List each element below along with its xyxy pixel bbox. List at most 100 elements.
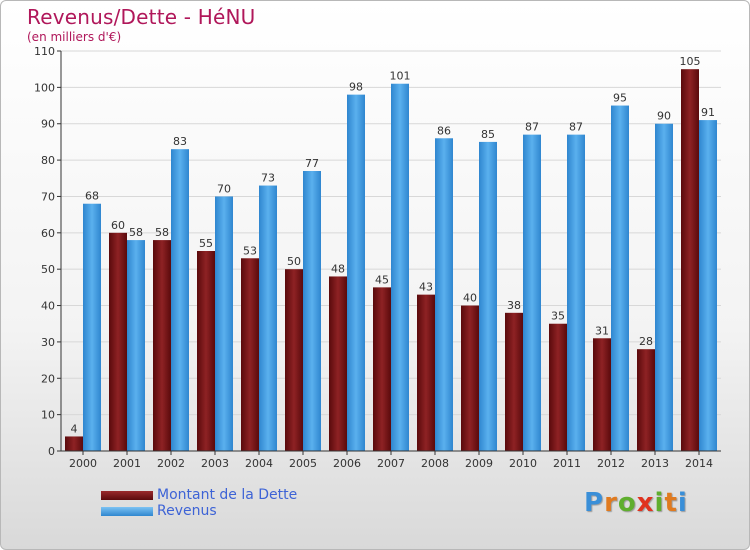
debt-bar bbox=[109, 232, 127, 451]
data-label: 53 bbox=[243, 244, 257, 257]
x-tick-label: 2009 bbox=[465, 457, 493, 470]
debt-bar bbox=[285, 269, 303, 451]
legend-item-revenue: Revenus bbox=[101, 503, 297, 519]
revenue-bar bbox=[303, 171, 321, 451]
data-label: 50 bbox=[287, 255, 301, 268]
debt-bar bbox=[241, 258, 259, 451]
data-label: 58 bbox=[155, 226, 169, 239]
x-tick-label: 2012 bbox=[597, 457, 625, 470]
x-tick-label: 2014 bbox=[685, 457, 713, 470]
revenue-bar bbox=[699, 120, 717, 451]
logo-letter: r bbox=[604, 488, 618, 518]
y-tick-label: 90 bbox=[41, 118, 55, 131]
debt-bar bbox=[197, 251, 215, 451]
data-label: 4 bbox=[71, 422, 78, 435]
y-tick-label: 60 bbox=[41, 227, 55, 240]
x-tick-label: 2004 bbox=[245, 457, 273, 470]
x-tick-label: 2007 bbox=[377, 457, 405, 470]
legend-item-debt: Montant de la Dette bbox=[101, 487, 297, 503]
y-tick-label: 100 bbox=[34, 81, 55, 94]
x-tick-label: 2013 bbox=[641, 457, 669, 470]
debt-bar bbox=[329, 276, 347, 451]
data-labels: 4 68 60 58 58 83 55 70 53 73 50 77 48 98 45 101 43 86 40 85… bbox=[71, 55, 716, 435]
revenue-bar bbox=[171, 149, 189, 451]
legend-swatch-revenue bbox=[101, 506, 153, 516]
y-tick-label: 50 bbox=[41, 263, 55, 276]
revenue-bar bbox=[127, 240, 145, 451]
y-tick-label: 10 bbox=[41, 409, 55, 422]
y-tick-label: 110 bbox=[34, 45, 55, 58]
data-label: 43 bbox=[419, 281, 433, 294]
data-label: 73 bbox=[261, 172, 275, 185]
data-label: 68 bbox=[85, 190, 99, 203]
logo-letter: t bbox=[664, 488, 678, 518]
x-tick-label: 2003 bbox=[201, 457, 229, 470]
bars bbox=[65, 69, 717, 452]
data-label: 87 bbox=[569, 121, 583, 134]
legend-label-revenue: Revenus bbox=[157, 503, 217, 519]
data-label: 70 bbox=[217, 182, 231, 195]
data-label: 77 bbox=[305, 157, 319, 170]
data-label: 55 bbox=[199, 237, 213, 250]
data-label: 85 bbox=[481, 128, 495, 141]
data-label: 28 bbox=[639, 335, 653, 348]
revenue-bar bbox=[391, 83, 409, 452]
x-tick-label: 2011 bbox=[553, 457, 581, 470]
debt-bar bbox=[417, 294, 435, 451]
revenue-bar bbox=[259, 185, 277, 451]
x-tick-label: 2001 bbox=[113, 457, 141, 470]
data-label: 101 bbox=[390, 70, 411, 83]
data-label: 95 bbox=[613, 92, 627, 105]
revenue-bar bbox=[479, 141, 497, 451]
data-label: 60 bbox=[111, 219, 125, 232]
y-axis-ticks: 0 10 20 30 40 50 60 70 80 90 100 110 bbox=[34, 45, 61, 458]
debt-bar bbox=[373, 287, 391, 451]
x-tick-label: 2010 bbox=[509, 457, 537, 470]
debt-bar bbox=[549, 323, 567, 451]
x-tick-label: 2006 bbox=[333, 457, 361, 470]
debt-bar bbox=[505, 312, 523, 451]
data-label: 45 bbox=[375, 273, 389, 286]
x-tick-label: 2002 bbox=[157, 457, 185, 470]
data-label: 83 bbox=[173, 135, 187, 148]
x-tick-label: 2005 bbox=[289, 457, 317, 470]
logo-letter: P bbox=[584, 488, 605, 518]
y-tick-label: 40 bbox=[41, 300, 55, 313]
revenue-bar bbox=[611, 105, 629, 451]
y-tick-label: 80 bbox=[41, 154, 55, 167]
data-label: 38 bbox=[507, 299, 521, 312]
logo-letter: i bbox=[654, 488, 665, 518]
y-tick-label: 20 bbox=[41, 372, 55, 385]
debt-bar bbox=[593, 338, 611, 451]
data-label: 87 bbox=[525, 121, 539, 134]
logo-letter: i bbox=[677, 488, 688, 518]
revenue-bar bbox=[83, 203, 101, 451]
revenue-bar bbox=[523, 134, 541, 452]
revenue-bar bbox=[347, 94, 365, 452]
legend: Montant de la Dette Revenus bbox=[101, 487, 297, 519]
data-label: 48 bbox=[331, 262, 345, 275]
chart-title: Revenus/Dette - HéNU bbox=[27, 5, 256, 29]
chart-subtitle: (en milliers d'€) bbox=[27, 30, 122, 44]
y-tick-label: 30 bbox=[41, 336, 55, 349]
data-label: 91 bbox=[701, 106, 715, 119]
debt-bar bbox=[153, 240, 171, 451]
y-tick-label: 0 bbox=[48, 445, 55, 458]
y-tick-label: 70 bbox=[41, 190, 55, 203]
logo-letter: x bbox=[636, 488, 655, 518]
legend-swatch-debt bbox=[101, 490, 153, 500]
data-label: 35 bbox=[551, 310, 565, 323]
revenue-bar bbox=[435, 138, 453, 452]
revenue-bar bbox=[215, 196, 233, 451]
x-tick-label: 2008 bbox=[421, 457, 449, 470]
debt-bar bbox=[65, 436, 83, 451]
debt-bar bbox=[637, 349, 655, 451]
data-label: 58 bbox=[129, 226, 143, 239]
logo-letter: o bbox=[617, 488, 637, 518]
legend-label-debt: Montant de la Dette bbox=[157, 487, 298, 503]
debt-bar bbox=[461, 305, 479, 451]
x-axis-ticks: 2000 2001 2002 2003 2004 2005 2006 2007 2008 2009… bbox=[69, 451, 713, 470]
x-tick-label: 2000 bbox=[69, 457, 97, 470]
proxiti-logo: Proxiti bbox=[584, 488, 688, 518]
